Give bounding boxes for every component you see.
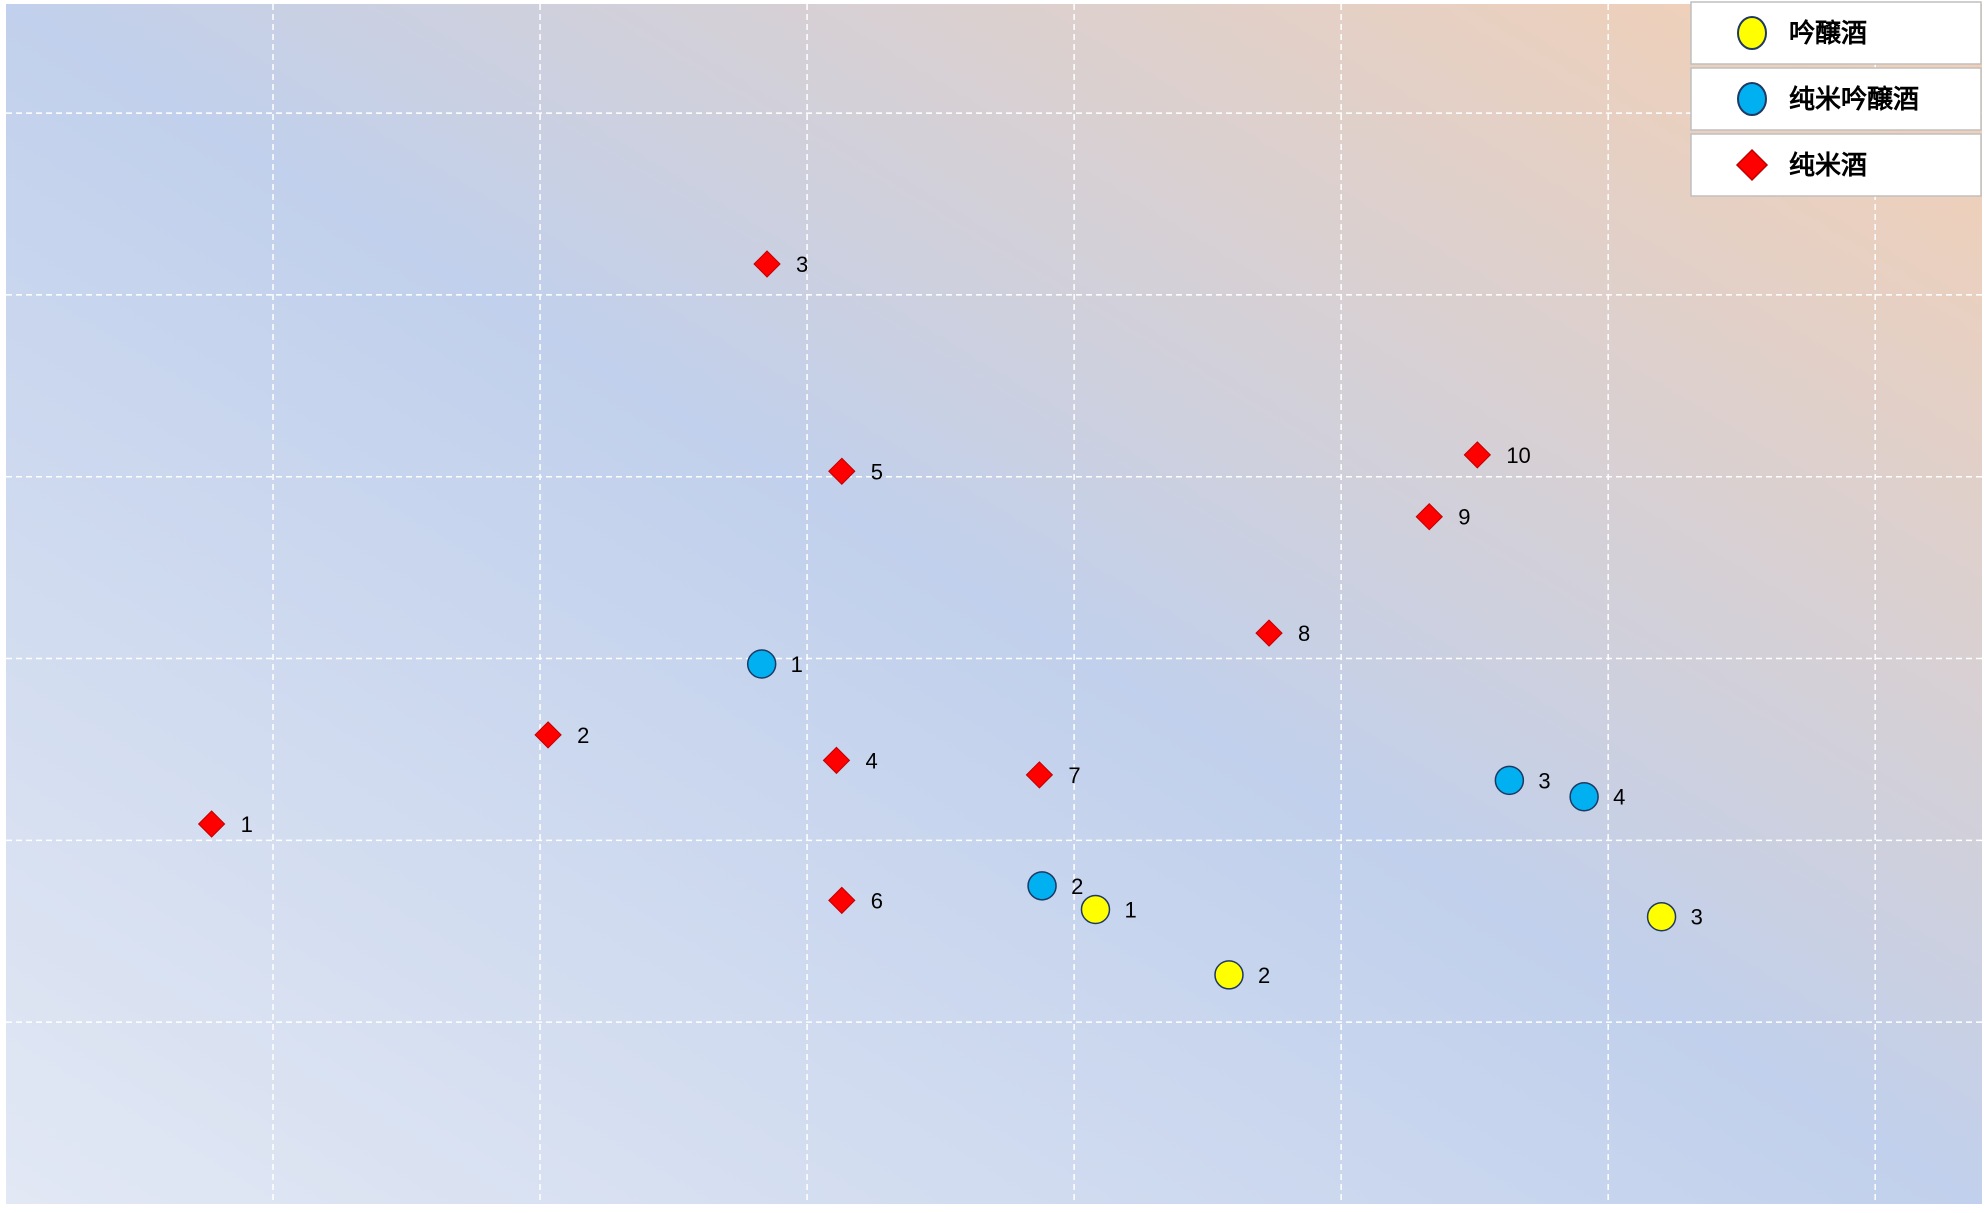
legend-diamond-icon xyxy=(1735,148,1769,182)
data-point-circle xyxy=(1027,871,1057,901)
data-point-diamond xyxy=(1255,619,1283,647)
data-point-diamond xyxy=(1415,503,1443,531)
data-point-circle xyxy=(746,649,777,679)
data-label: 4 xyxy=(865,748,877,773)
data-point-diamond xyxy=(197,810,226,838)
data-point-diamond xyxy=(534,721,562,749)
data-label: 3 xyxy=(796,252,808,277)
data-label: 3 xyxy=(1691,905,1703,930)
data-point-circle xyxy=(1646,901,1677,932)
legend-label: 纯米吟醸酒 xyxy=(1789,84,1919,115)
data-label: 1 xyxy=(1124,897,1136,922)
data-label: 8 xyxy=(1298,621,1310,646)
data-label: 2 xyxy=(1258,963,1270,988)
data-label: 1 xyxy=(791,652,803,677)
data-label: 2 xyxy=(577,723,589,748)
data-label: 10 xyxy=(1506,443,1530,468)
data-point-circle xyxy=(1494,765,1525,796)
legend-label: 吟醸酒 xyxy=(1789,18,1867,49)
legend-box xyxy=(1690,67,1982,131)
data-point-diamond xyxy=(1463,441,1492,469)
data-label: 3 xyxy=(1538,768,1550,793)
data-point-diamond xyxy=(753,250,781,278)
legend-circle-icon xyxy=(1737,82,1767,116)
data-point-diamond xyxy=(828,457,856,485)
series-1: 1 2 3 xyxy=(1080,894,1703,990)
data-point-circle xyxy=(1214,960,1244,990)
data-point-diamond xyxy=(828,886,856,915)
legend-item: 纯米吟醸酒 xyxy=(1690,67,1982,131)
data-label: 9 xyxy=(1458,505,1470,530)
plot-background xyxy=(6,4,1982,1204)
data-label: 5 xyxy=(871,459,883,484)
data-label: 7 xyxy=(1068,763,1080,788)
legend-label: 纯米酒 xyxy=(1789,150,1867,181)
data-point-circle xyxy=(1080,894,1111,925)
data-label: 4 xyxy=(1613,785,1625,810)
data-label: 1 xyxy=(241,812,253,837)
data-point-diamond xyxy=(1025,761,1054,789)
series-3: 1 2 3 4 5 6 7 8 9 10 xyxy=(197,250,1531,915)
gridlines xyxy=(6,4,1982,1204)
data-marks: 1 2 3 1 2 3 4 1 2 3 4 5 6 7 8 9 10 xyxy=(197,250,1703,990)
legend-item: 吟醸酒 xyxy=(1690,1,1982,65)
data-point-diamond xyxy=(822,746,851,775)
legend-item: 纯米酒 xyxy=(1690,133,1982,197)
data-label: 6 xyxy=(871,888,883,913)
data-point-circle xyxy=(1569,781,1599,812)
data-label: 2 xyxy=(1071,874,1083,899)
series-2: 1 2 3 4 xyxy=(746,649,1625,901)
legend-circle-icon xyxy=(1737,16,1767,50)
